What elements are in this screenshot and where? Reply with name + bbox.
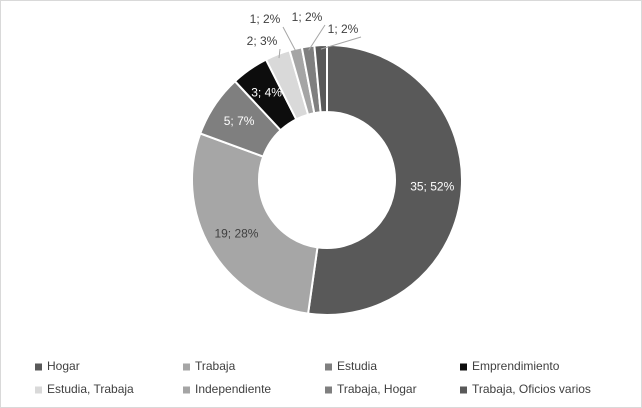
leader-line (282, 26, 298, 53)
legend-swatch (325, 386, 332, 394)
legend-label: Trabaja, Oficios varios (472, 382, 591, 396)
legend-label: Estudia (337, 359, 377, 373)
data-label: 35; 52% (410, 180, 454, 194)
legend-swatch (183, 363, 190, 371)
data-label: 1; 2% (292, 10, 323, 24)
legend-swatch (183, 386, 190, 394)
legend-label: Emprendimiento (472, 359, 560, 373)
legend-swatch (35, 386, 42, 394)
data-label: 1; 2% (250, 12, 281, 26)
legend-label: Hogar (47, 359, 80, 373)
legend-swatch (35, 363, 42, 371)
legend-label: Estudia, Trabaja (47, 382, 134, 396)
legend-label: Trabaja, Hogar (337, 382, 417, 396)
data-label: 19; 28% (214, 226, 258, 240)
legend-swatch (325, 363, 332, 371)
legend-swatch (460, 363, 467, 371)
data-label: 5; 7% (224, 114, 255, 128)
legend-label: Trabaja (195, 359, 236, 373)
data-label: 1; 2% (328, 22, 359, 36)
legend-label: Independiente (195, 382, 271, 396)
data-label: 3; 4% (251, 86, 282, 100)
data-label: 2; 3% (247, 34, 278, 48)
leader-line (278, 48, 281, 59)
leader-line (320, 36, 362, 50)
legend-swatch (460, 386, 467, 394)
donut-slice (313, 43, 328, 114)
donut-slice (191, 132, 319, 315)
donut-slice (306, 43, 463, 316)
leader-line (308, 24, 326, 51)
